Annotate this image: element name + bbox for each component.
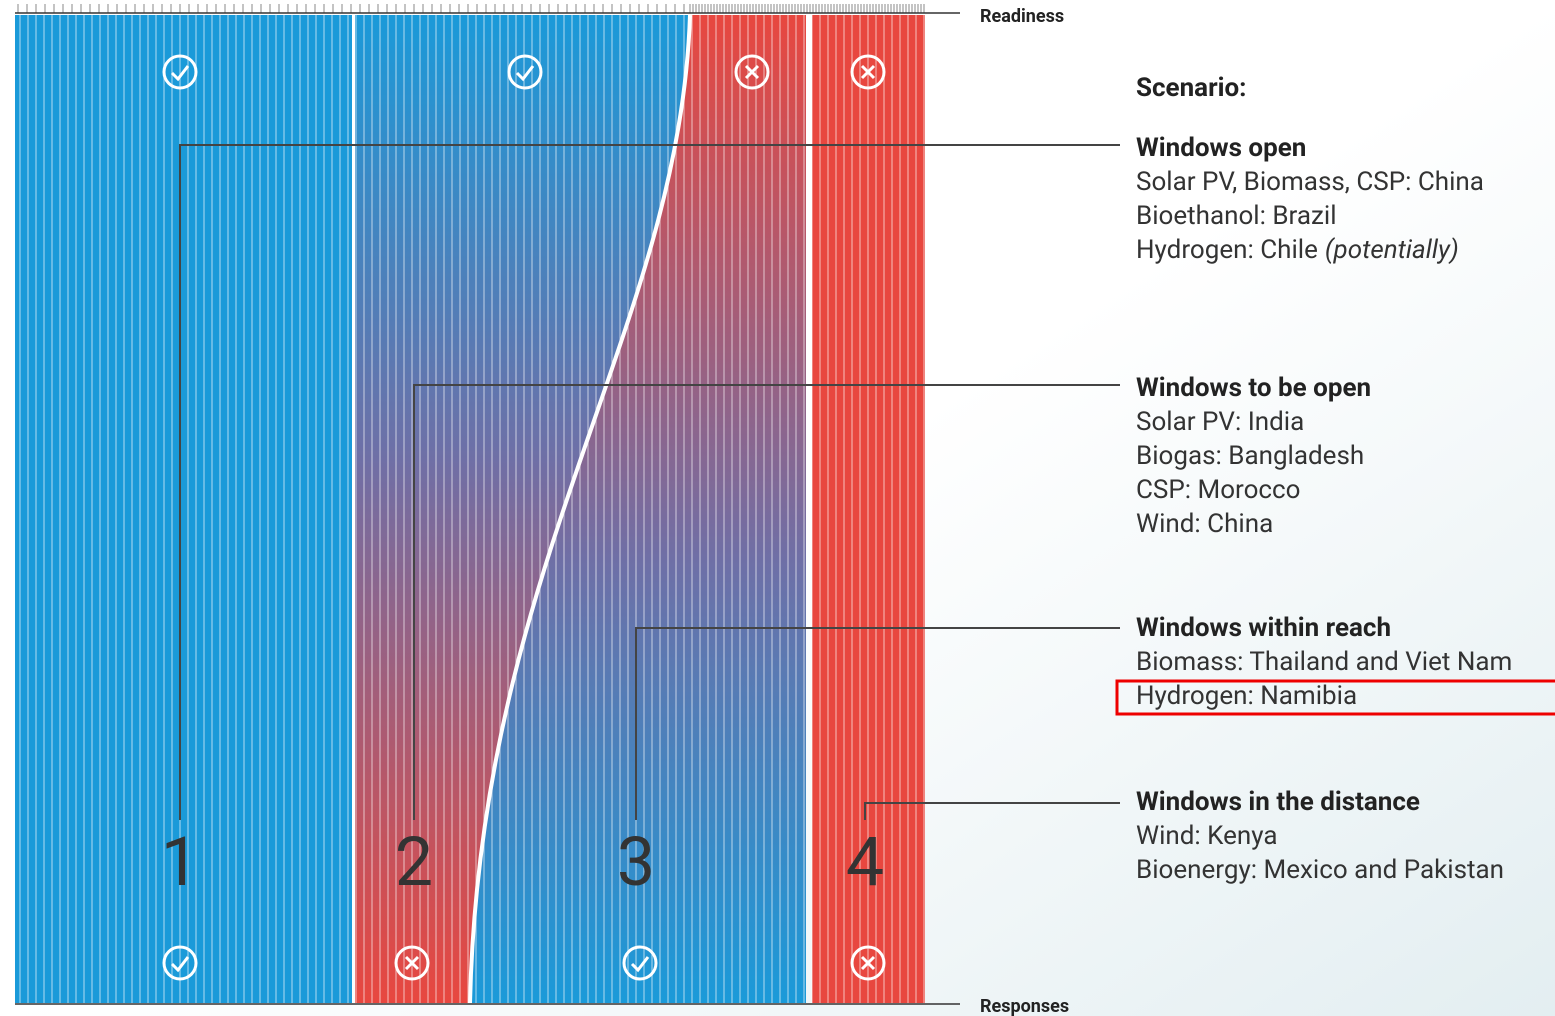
cross-icon — [394, 945, 430, 981]
check-icon — [162, 54, 198, 90]
scenario-title: Windows to be open — [1136, 373, 1371, 403]
scenario-line: Solar PV: India — [1136, 407, 1304, 437]
top-ticks — [17, 4, 925, 13]
connector — [864, 802, 1120, 820]
scenario-number: 1 — [161, 822, 199, 902]
icons — [162, 54, 886, 981]
connector — [413, 384, 1120, 820]
scenario-line: Biomass: Thailand and Viet Nam — [1136, 647, 1512, 677]
check-icon — [622, 945, 658, 981]
scenarios: 1 Windows open Solar PV, Biomass, CSP: Chi… — [161, 133, 1512, 902]
stripes — [15, 15, 925, 1003]
scenario-number: 3 — [617, 822, 655, 902]
connectors — [179, 144, 1120, 820]
axis-label: Responses — [980, 996, 1069, 1016]
legend-title: Scenario: — [1136, 73, 1247, 103]
scenario-line: Bioethanol: Brazil — [1136, 201, 1337, 231]
scenario-line: Solar PV, Biomass, CSP: China — [1136, 167, 1484, 197]
cross-mark — [860, 955, 876, 971]
cross-icon — [850, 54, 886, 90]
scenario-line: Hydrogen: Chile (potentially) — [1136, 235, 1459, 265]
check-mark — [630, 956, 650, 973]
scenario-line: Hydrogen: Namibia — [1136, 681, 1357, 711]
axis-label: Readiness — [980, 6, 1064, 27]
scenario-title: Windows open — [1136, 133, 1306, 163]
check-mark — [515, 65, 535, 82]
cross-mark — [860, 64, 876, 80]
scenario-number: 4 — [846, 822, 884, 902]
bands — [15, 14, 925, 1004]
scenario-title: Windows within reach — [1136, 613, 1391, 643]
connector — [179, 144, 1120, 820]
highlight-box — [1115, 679, 1555, 716]
cross-icon — [734, 54, 770, 90]
scenario-line: Wind: China — [1136, 509, 1273, 539]
scenario-number: 2 — [395, 822, 433, 902]
scenario-line: CSP: Morocco — [1136, 475, 1300, 505]
line-text: Hydrogen: Chile — [1136, 235, 1318, 265]
connector — [635, 627, 1120, 820]
scenario-title: Windows in the distance — [1136, 787, 1420, 817]
cross-mark — [744, 64, 760, 80]
scenario-line: Bioenergy: Mexico and Pakistan — [1136, 855, 1504, 885]
check-icon — [507, 54, 543, 90]
scenario-line: Biogas: Bangladesh — [1136, 441, 1364, 471]
divider-curve — [468, 14, 692, 1004]
check-mark — [170, 65, 190, 82]
cross-mark — [404, 955, 420, 971]
scenario-line: Wind: Kenya — [1136, 821, 1278, 851]
line-note: (potentially) — [1325, 235, 1459, 265]
cross-icon — [850, 945, 886, 981]
check-mark — [170, 956, 190, 973]
check-icon — [162, 945, 198, 981]
